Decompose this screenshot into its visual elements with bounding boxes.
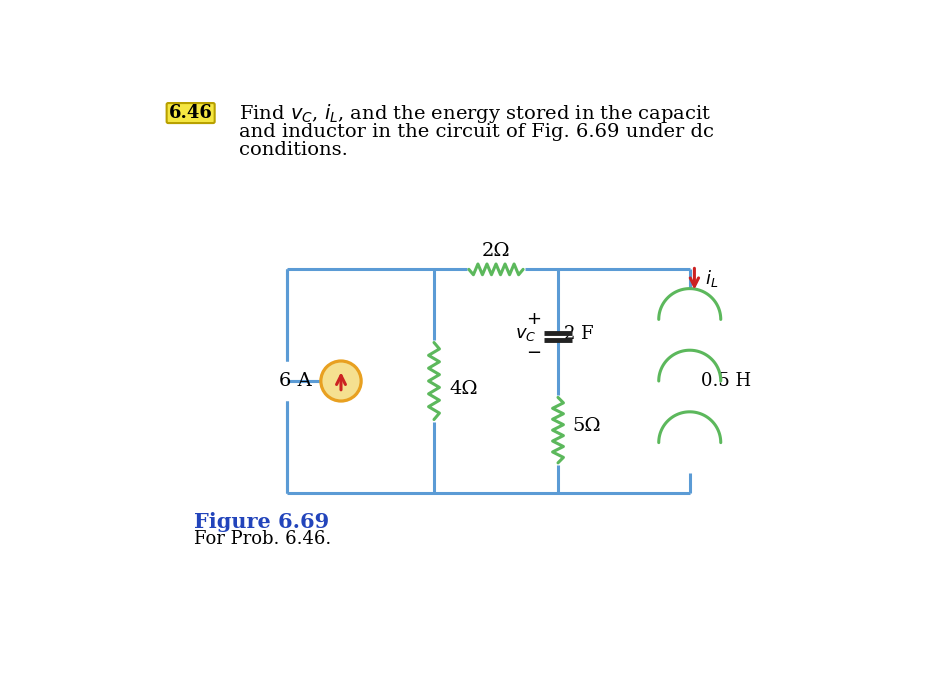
Text: and inductor in the circuit of Fig. 6.69 under dc: and inductor in the circuit of Fig. 6.69… (239, 122, 713, 141)
Text: −: − (525, 344, 540, 363)
Text: For Prob. 6.46.: For Prob. 6.46. (193, 530, 331, 548)
Text: Find $v_C$, $i_L$, and the energy stored in the capacit: Find $v_C$, $i_L$, and the energy stored… (239, 102, 711, 124)
Text: Figure 6.69: Figure 6.69 (193, 512, 329, 532)
Text: $i_L$: $i_L$ (705, 268, 719, 289)
Text: +: + (525, 310, 540, 329)
Text: 0.5 H: 0.5 H (700, 372, 751, 390)
Text: 4Ω: 4Ω (449, 380, 478, 398)
FancyBboxPatch shape (166, 103, 215, 123)
Circle shape (321, 361, 361, 401)
Text: 2 F: 2 F (565, 325, 594, 343)
Text: 5Ω: 5Ω (572, 418, 601, 435)
Text: 2Ω: 2Ω (482, 242, 511, 260)
Text: $v_C$: $v_C$ (515, 325, 537, 343)
Text: conditions.: conditions. (239, 141, 348, 159)
Text: 6 A: 6 A (279, 372, 312, 390)
Text: 6.46: 6.46 (168, 104, 213, 122)
